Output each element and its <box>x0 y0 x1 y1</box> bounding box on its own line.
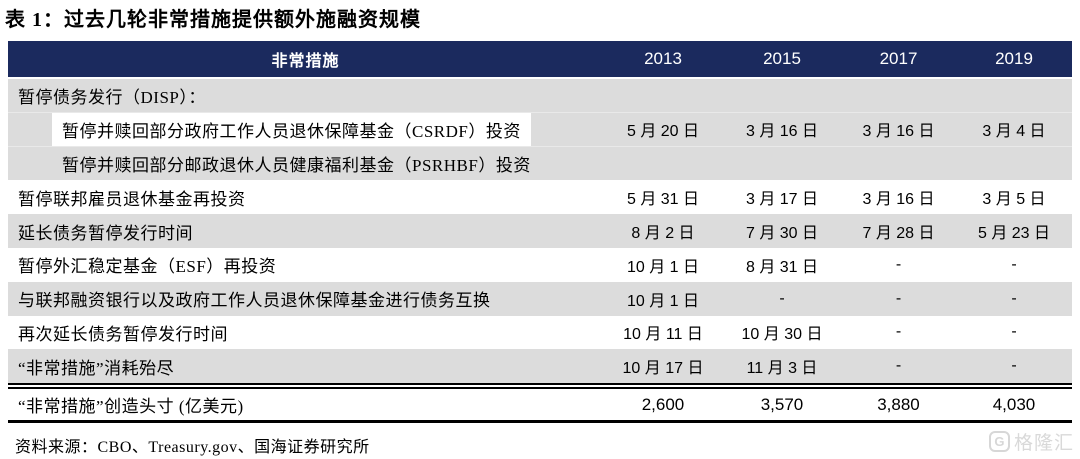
gelonghui-watermark: G 格隆汇 <box>988 428 1074 455</box>
date-cell <box>956 79 1072 112</box>
date-cell: 10 月 30 日 <box>741 326 823 344</box>
date-cell: 3 月 16 日 <box>862 191 935 209</box>
table-header-row: 非常措施 2013 2015 2017 2019 <box>8 41 1072 77</box>
date-cell: - <box>1011 289 1017 307</box>
measure-label-highlighted: 暂停并赎回部分政府工作人员退休保障基金（CSRDF）投资 <box>8 112 603 146</box>
table-row: 再次延长债务暂停发行时间 10 月 11 日 10 月 30 日 - - <box>8 315 1072 350</box>
measure-label: 与联邦融资银行以及政府工作人员退休保障基金进行债务互换 <box>18 291 491 311</box>
date-cell: 10 月 1 日 <box>626 292 700 310</box>
table-row: 延长债务暂停发行时间 8 月 2 日 7 月 30 日 7 月 28 日 5 月… <box>8 214 1072 248</box>
date-cell: 10 月 1 日 <box>626 258 700 276</box>
date-cell: - <box>895 289 902 307</box>
date-cell: 5 月 20 日 <box>626 123 700 141</box>
date-cell: - <box>895 357 902 375</box>
date-cell: - <box>895 255 902 273</box>
measure-label: 延长债务暂停发行时间 <box>18 223 193 243</box>
date-cell: 7 月 28 日 <box>862 225 935 243</box>
table-row: 暂停并赎回部分政府工作人员退休保障基金（CSRDF）投资 5 月 20 日 3 … <box>8 112 1072 147</box>
table-row: 暂停债务发行（DISP）： <box>8 79 1072 113</box>
date-cell: 5 月 31 日 <box>626 191 700 209</box>
table-row: 暂停外汇稳定基金（ESF）再投资 10 月 1 日 8 月 31 日 - - <box>8 247 1072 282</box>
data-source-note: 资料来源：CBO、Treasury.gov、国海证券研究所 <box>15 439 370 457</box>
date-cell: - <box>779 289 785 307</box>
date-cell: 3 月 17 日 <box>745 191 819 209</box>
date-cell: 3 月 4 日 <box>982 123 1046 141</box>
date-cell: - <box>895 323 902 341</box>
table-row: 暂停联邦雇员退休基金再投资 5 月 31 日 3 月 17 日 3 月 16 日… <box>8 180 1072 215</box>
total-value-2015: 3,570 <box>760 394 804 414</box>
header-measure-label: 非常措施 <box>271 53 340 70</box>
header-year-2019: 2019 <box>995 49 1033 68</box>
gelonghui-logo-text: 格隆汇 <box>1013 433 1074 454</box>
total-value-2019: 4,030 <box>992 394 1036 414</box>
measure-label: 暂停外汇稳定基金（ESF）再投资 <box>18 257 277 277</box>
date-cell: - <box>1011 255 1017 273</box>
extraordinary-measures-table: 非常措施 2013 2015 2017 2019 暂停债务发行（DISP）： 暂… <box>8 41 1072 424</box>
measure-label: 暂停并赎回部分邮政退休人员健康福利基金（PSRHBF）投资 <box>62 155 531 175</box>
bottom-rule <box>8 420 1072 424</box>
total-value-2017: 3,880 <box>877 394 920 414</box>
date-cell <box>841 79 956 112</box>
table-row: 与联邦融资银行以及政府工作人员退休保障基金进行债务互换 10 月 1 日 - -… <box>8 281 1072 316</box>
date-cell: 8 月 2 日 <box>631 225 695 243</box>
measure-label: 暂停债务发行（DISP）： <box>18 87 206 107</box>
header-year-2017: 2017 <box>879 49 918 68</box>
date-cell <box>723 79 841 112</box>
date-cell: 8 月 31 日 <box>745 258 819 276</box>
total-value-2013: 2,600 <box>641 394 685 414</box>
gelonghui-logo-icon: G <box>988 431 1010 452</box>
table-row: 暂停并赎回部分邮政退休人员健康福利基金（PSRHBF）投资 <box>8 146 1072 181</box>
date-cell <box>723 147 841 181</box>
date-cell: - <box>1011 323 1017 341</box>
table-title: 表 1：过去几轮非常措施提供额外施融资规模 <box>5 9 421 31</box>
date-cell: 10 月 17 日 <box>622 360 704 378</box>
date-cell: - <box>1011 357 1017 375</box>
header-year-2013: 2013 <box>644 49 682 68</box>
table-row: “非常措施”消耗殆尽 10 月 17 日 11 月 3 日 - - <box>8 349 1072 384</box>
date-cell <box>603 147 723 181</box>
date-cell: 3 月 16 日 <box>862 123 935 141</box>
date-cell <box>841 147 956 181</box>
label-highlight-box: 暂停并赎回部分政府工作人员退休保障基金（CSRDF）投资 <box>52 112 531 146</box>
date-cell <box>956 147 1072 181</box>
total-row: “非常措施”创造头寸 (亿美元) 2,600 3,570 3,880 4,030 <box>8 389 1072 421</box>
date-cell: 3 月 5 日 <box>982 191 1046 209</box>
header-year-2015: 2015 <box>763 49 801 68</box>
date-cell: 11 月 3 日 <box>746 360 818 378</box>
date-cell: 5 月 23 日 <box>977 225 1051 243</box>
measure-label: “非常措施”消耗殆尽 <box>18 358 175 378</box>
total-row-label: “非常措施”创造头寸 (亿美元) <box>18 397 244 417</box>
date-cell: 10 月 11 日 <box>623 326 703 344</box>
double-rule-separator <box>8 383 1072 390</box>
measure-label: 再次延长债务暂停发行时间 <box>18 324 228 344</box>
date-cell: 7 月 30 日 <box>745 225 819 243</box>
measure-label: 暂停联邦雇员退休基金再投资 <box>18 189 246 209</box>
date-cell: 3 月 16 日 <box>745 123 819 141</box>
date-cell <box>603 79 723 112</box>
